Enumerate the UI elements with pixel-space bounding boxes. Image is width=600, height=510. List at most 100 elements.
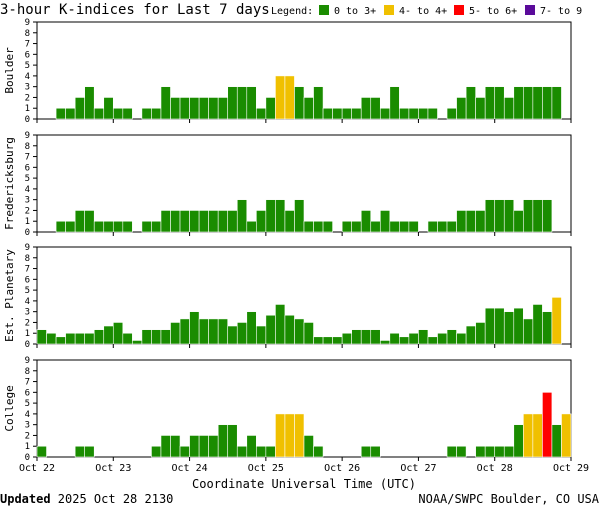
k-index-bar [217, 318, 229, 345]
k-index-bar [93, 107, 105, 120]
k-index-bar [341, 332, 352, 345]
k-index-bar [427, 220, 438, 233]
k-index-bar [189, 97, 200, 120]
k-index-bar [227, 424, 238, 458]
k-index-bar [160, 86, 171, 120]
k-index-bar [542, 392, 553, 458]
k-index-bar [84, 86, 95, 120]
y-tick-label: 2 [25, 206, 30, 216]
k-index-bar [122, 107, 133, 120]
legend-item-3: 5- to 6+ [469, 6, 517, 17]
y-tick-label: 5 [25, 286, 30, 296]
k-index-bar [503, 199, 515, 233]
k-index-bar [484, 445, 496, 458]
panel-label: Est. Planetary [3, 249, 16, 342]
y-tick-label: 8 [25, 254, 30, 264]
k-index-bar [227, 86, 238, 120]
y-tick-label: 5 [25, 174, 30, 184]
legend-item-2: 4- to 4+ [399, 6, 447, 17]
k-index-bar [112, 107, 124, 120]
k-index-bar [303, 97, 314, 120]
k-index-bar [389, 332, 400, 345]
k-index-bar [561, 413, 572, 458]
k-index-bar [523, 318, 534, 345]
k-index-bar [36, 329, 47, 345]
k-index-bar [84, 210, 95, 233]
y-tick-label: 1 [25, 217, 30, 227]
k-index-bar [246, 220, 257, 233]
k-index-bar [360, 97, 372, 120]
x-tick-label: Oct 24 [172, 463, 208, 474]
k-index-bar [256, 325, 267, 345]
k-index-bar [208, 210, 219, 233]
k-index-bar [294, 86, 305, 120]
legend-item-1: 0 to 3+ [334, 6, 376, 17]
k-index-bar [84, 445, 95, 458]
k-index-bar [456, 210, 467, 233]
k-index-bar [208, 435, 219, 458]
k-index-bar [141, 220, 152, 233]
k-index-bar [246, 86, 257, 120]
k-index-bar [389, 86, 400, 120]
k-index-bar [160, 435, 171, 458]
legend-swatch-1 [319, 5, 329, 15]
k-index-bar [313, 336, 324, 345]
panel-label: Fredericksburg [3, 137, 16, 230]
k-index-bar [313, 86, 324, 120]
k-index-bar [256, 445, 267, 458]
y-tick-label: 9 [25, 356, 30, 366]
y-tick-label: 0 [25, 228, 30, 238]
k-index-bar [456, 332, 467, 345]
y-tick-label: 7 [25, 40, 30, 50]
y-tick-label: 4 [25, 410, 30, 420]
k-index-bar [170, 435, 181, 458]
k-index-bar [303, 220, 314, 233]
legend-item-4: 7- to 9 [540, 6, 582, 17]
k-index-bar [103, 220, 114, 233]
k-index-bar [284, 314, 295, 345]
y-tick-label: 2 [25, 318, 30, 328]
k-index-bar [236, 86, 248, 120]
k-index-bar [370, 329, 381, 345]
k-index-bar [275, 413, 286, 458]
k-index-bar [523, 199, 534, 233]
y-tick-label: 9 [25, 243, 30, 253]
k-index-bar [513, 307, 524, 345]
k-index-bar [513, 424, 524, 458]
k-index-bar [399, 220, 410, 233]
k-index-bar [55, 220, 66, 233]
k-index-bar [284, 210, 295, 233]
k-index-bar [236, 199, 248, 233]
k-index-bar [475, 445, 486, 458]
y-tick-label: 1 [25, 104, 30, 114]
k-index-bar [179, 210, 190, 233]
k-index-bar [65, 220, 76, 233]
k-index-bar [74, 445, 85, 458]
y-tick-label: 2 [25, 93, 30, 103]
k-index-bar [532, 86, 543, 120]
legend-swatch-4 [525, 5, 535, 15]
k-index-bar [494, 307, 505, 345]
k-index-bar [189, 210, 200, 233]
y-tick-label: 6 [25, 275, 30, 285]
y-tick-label: 8 [25, 367, 30, 377]
y-tick-label: 7 [25, 378, 30, 388]
k-index-bar [389, 220, 400, 233]
k-index-bar [122, 332, 133, 345]
k-index-bar [475, 210, 486, 233]
k-index-bar [551, 297, 562, 345]
k-index-bar [494, 199, 505, 233]
k-index-bar [408, 220, 419, 233]
k-index-bar [551, 424, 562, 458]
y-tick-label: 0 [25, 453, 30, 463]
k-index-bar [523, 86, 534, 120]
k-index-bar [151, 107, 162, 120]
y-tick-label: 5 [25, 399, 30, 409]
k-index-bar [160, 329, 171, 345]
k-index-bar [132, 340, 143, 345]
k-index-bar [55, 336, 66, 345]
y-tick-label: 6 [25, 163, 30, 173]
k-index-bar [379, 340, 391, 345]
k-index-bar [341, 220, 352, 233]
k-index-bar [198, 435, 209, 458]
